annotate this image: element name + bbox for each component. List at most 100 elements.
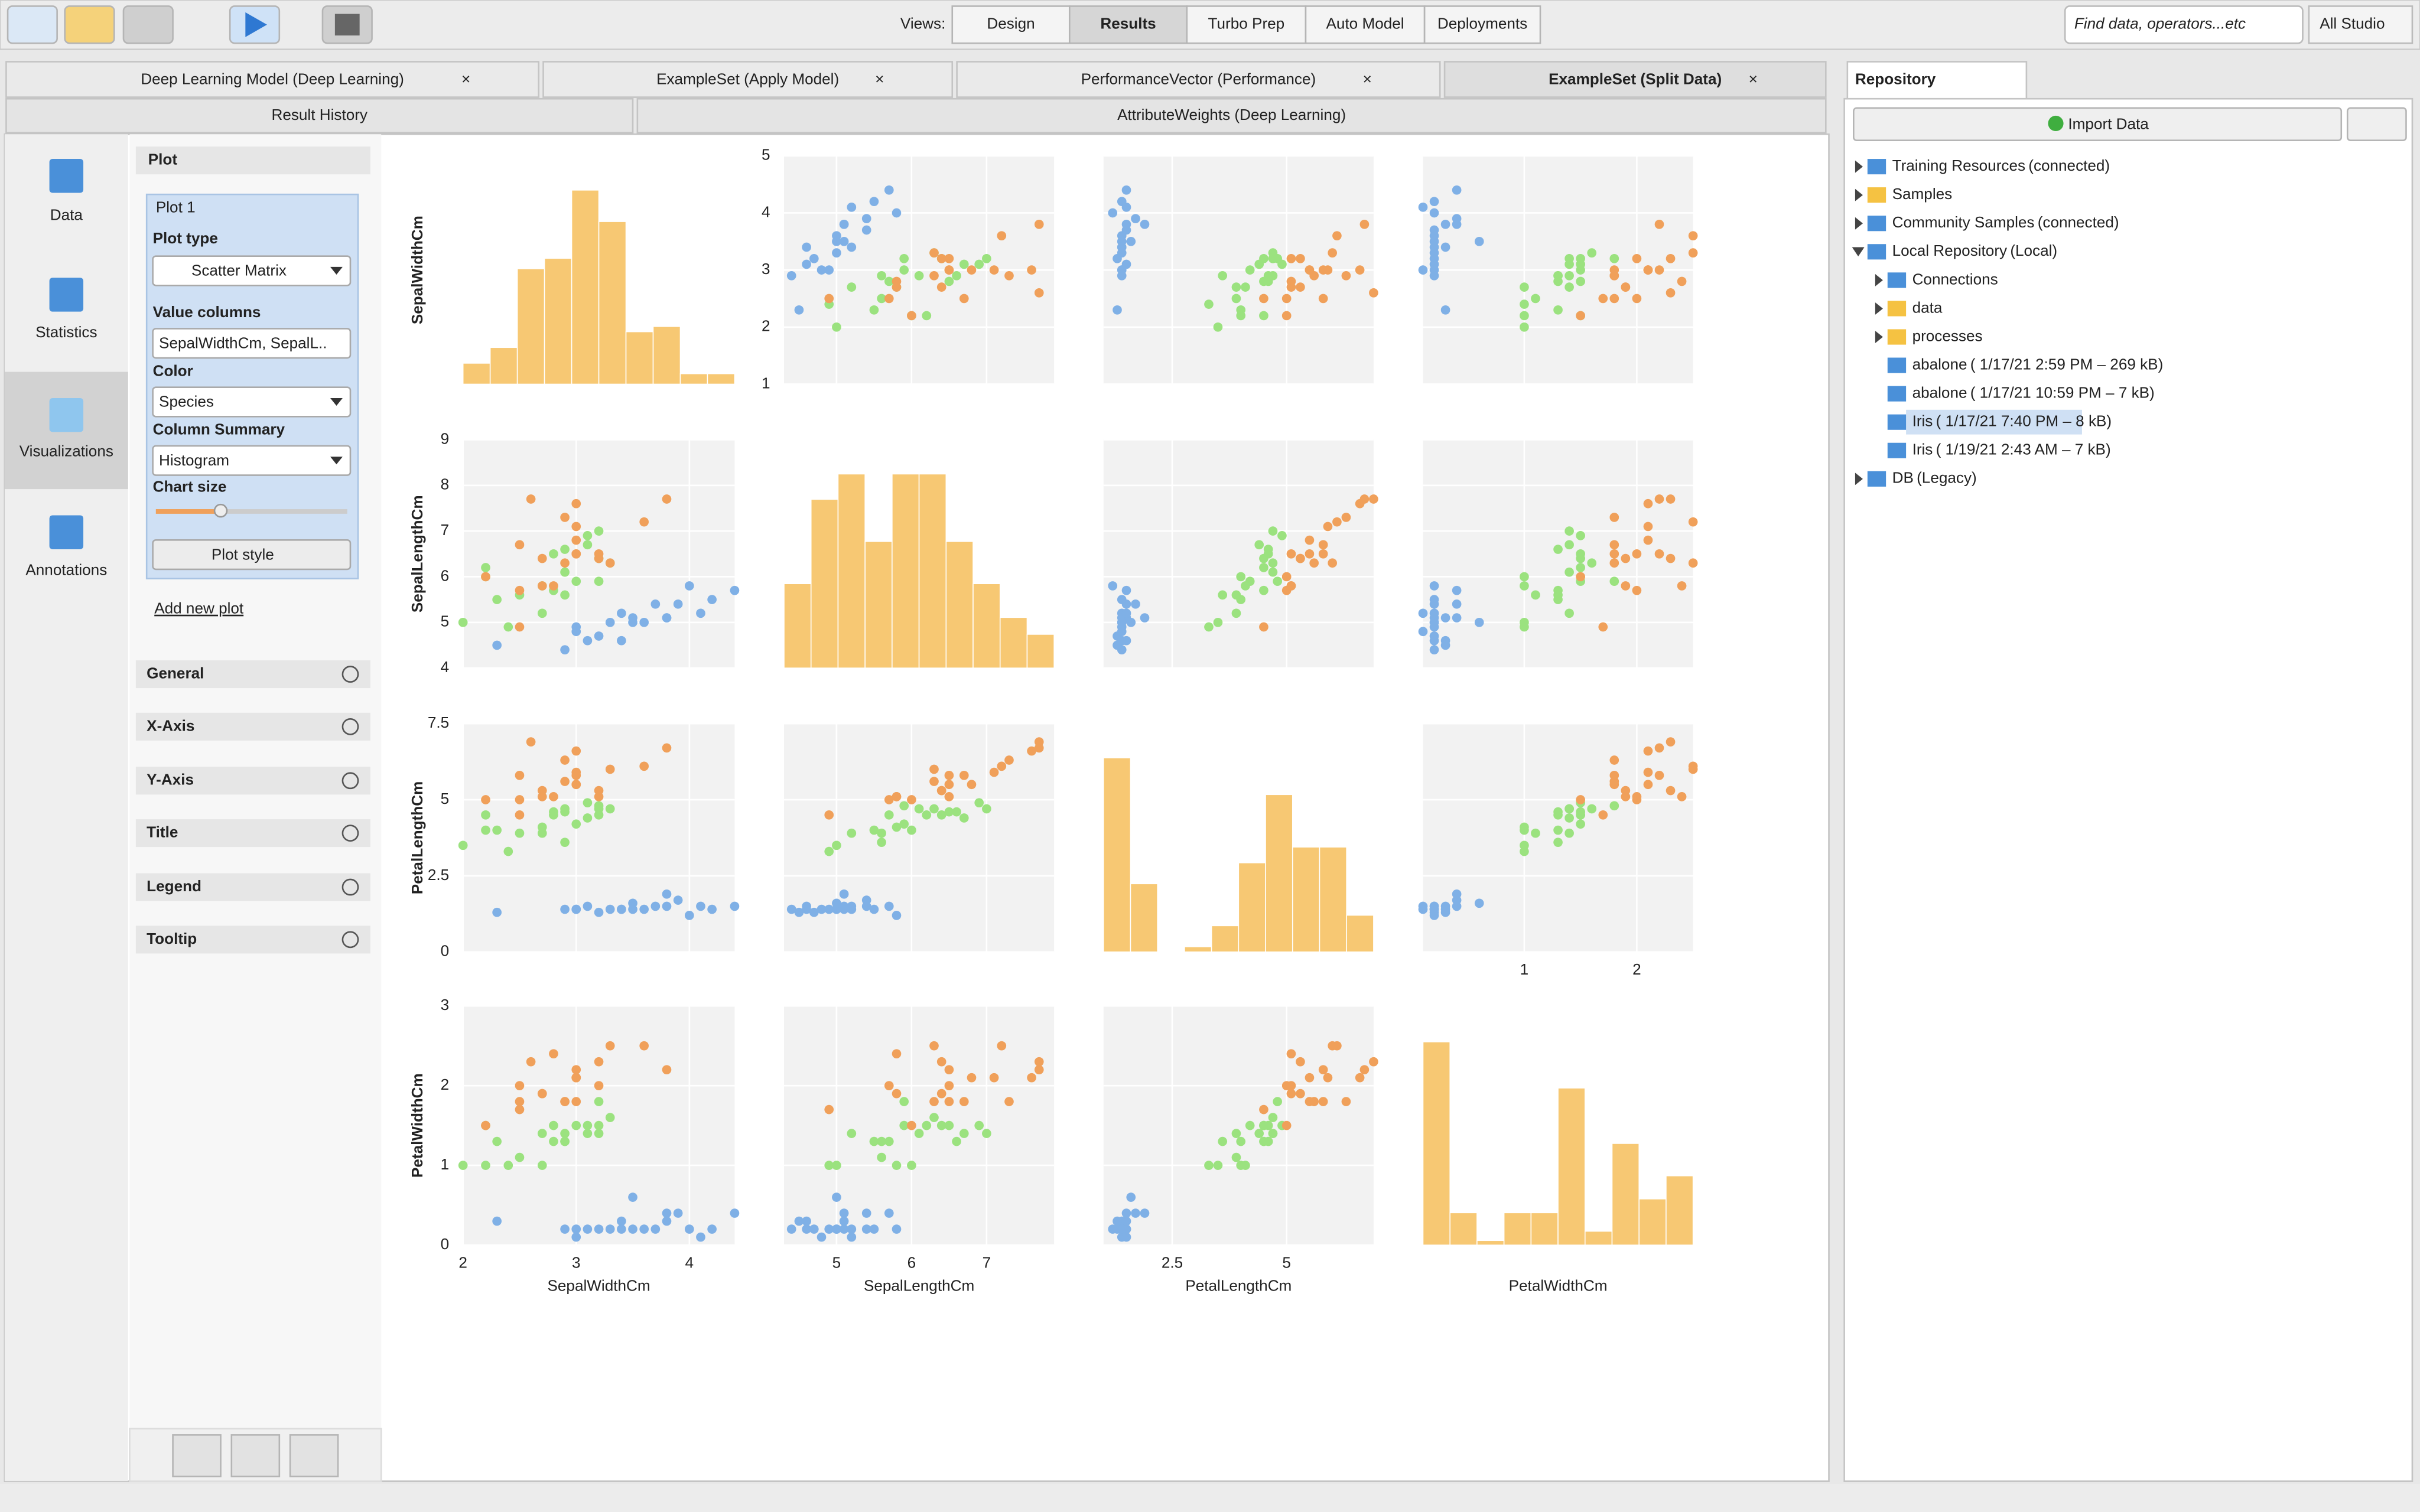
item-icon[interactable] bbox=[1867, 244, 1886, 260]
item-icon[interactable] bbox=[1887, 386, 1907, 402]
item-label[interactable]: Local Repository bbox=[1892, 242, 2007, 259]
item-icon[interactable] bbox=[1867, 471, 1886, 487]
side-nav-icon[interactable] bbox=[49, 515, 84, 549]
result-tab-label[interactable]: PerformanceVector (Performance) bbox=[1081, 70, 1316, 88]
result-tab[interactable] bbox=[956, 61, 1441, 98]
section-toggle[interactable] bbox=[341, 825, 359, 842]
view-button-label[interactable]: Deployments bbox=[1437, 15, 1527, 32]
toolbar-button[interactable] bbox=[122, 5, 174, 44]
item-icon[interactable] bbox=[1887, 301, 1907, 317]
tree-toggle[interactable] bbox=[1875, 331, 1883, 343]
field-select[interactable] bbox=[152, 328, 352, 359]
tab-close[interactable]: × bbox=[1363, 70, 1372, 88]
tree-toggle[interactable] bbox=[1855, 217, 1863, 230]
item-label[interactable]: Connections bbox=[1912, 270, 1998, 288]
tree-toggle[interactable] bbox=[1855, 472, 1863, 485]
side-nav-icon[interactable] bbox=[49, 278, 84, 312]
footer-button[interactable] bbox=[289, 1434, 339, 1478]
slider-handle[interactable] bbox=[213, 503, 228, 518]
item-label[interactable]: Iris bbox=[1912, 412, 1933, 430]
view-button-label[interactable]: Results bbox=[1100, 15, 1156, 32]
repository-tab[interactable] bbox=[1846, 61, 2028, 100]
item-label[interactable]: Training Resources bbox=[1892, 157, 2025, 174]
section-label[interactable]: Y-Axis bbox=[147, 771, 194, 788]
sub-tab-label[interactable]: Result History bbox=[271, 106, 367, 123]
repository-menu[interactable] bbox=[2346, 107, 2407, 142]
side-nav-label[interactable]: Data bbox=[50, 206, 83, 224]
section-label[interactable]: X-Axis bbox=[147, 716, 194, 734]
studio-select[interactable] bbox=[2308, 5, 2414, 44]
section-label[interactable]: Tooltip bbox=[147, 930, 197, 947]
item-icon[interactable] bbox=[1887, 414, 1907, 430]
side-nav-label[interactable]: Visualizations bbox=[19, 442, 113, 460]
item-label[interactable]: abalone bbox=[1912, 384, 1967, 402]
result-tab-label[interactable]: ExampleSet (Apply Model) bbox=[656, 70, 839, 88]
tab-close[interactable]: × bbox=[875, 70, 884, 88]
section-header[interactable] bbox=[135, 712, 370, 741]
tab-close[interactable]: × bbox=[1749, 70, 1758, 88]
item-icon[interactable] bbox=[1867, 216, 1886, 232]
sub-tab[interactable] bbox=[636, 97, 1827, 133]
footer-button[interactable] bbox=[230, 1434, 281, 1478]
section-header[interactable] bbox=[135, 767, 370, 795]
section-header[interactable] bbox=[135, 660, 370, 689]
side-nav-icon[interactable] bbox=[49, 159, 84, 193]
result-tab[interactable] bbox=[1443, 61, 1827, 98]
item-label[interactable]: data bbox=[1912, 298, 1943, 316]
view-button-label[interactable]: Design bbox=[987, 15, 1035, 32]
sub-tab[interactable] bbox=[5, 97, 634, 133]
view-button-label[interactable]: Auto Model bbox=[1326, 15, 1404, 32]
field-select[interactable] bbox=[152, 445, 352, 476]
section-label[interactable]: General bbox=[147, 664, 204, 682]
sub-tab-label[interactable]: AttributeWeights (Deep Learning) bbox=[1117, 106, 1346, 123]
section-toggle[interactable] bbox=[341, 931, 359, 949]
item-label[interactable]: abalone bbox=[1912, 355, 1967, 373]
field-value[interactable]: Species bbox=[159, 393, 214, 410]
section-label[interactable]: Title bbox=[147, 823, 178, 841]
side-nav-label[interactable]: Annotations bbox=[25, 561, 107, 578]
field-value[interactable]: Histogram bbox=[159, 451, 229, 469]
slider-track[interactable] bbox=[155, 509, 347, 514]
section-toggle[interactable] bbox=[341, 666, 359, 683]
side-nav-icon[interactable] bbox=[49, 397, 84, 432]
studio-select-label[interactable]: All Studio bbox=[2320, 15, 2385, 32]
section-toggle[interactable] bbox=[341, 718, 359, 735]
view-button[interactable] bbox=[951, 5, 1071, 44]
section-label[interactable]: Legend bbox=[147, 877, 201, 895]
field-select[interactable] bbox=[152, 255, 352, 286]
view-button[interactable] bbox=[1423, 5, 1541, 44]
section-header[interactable] bbox=[135, 819, 370, 848]
tree-toggle[interactable] bbox=[1852, 247, 1865, 257]
tree-toggle[interactable] bbox=[1875, 302, 1883, 315]
item-icon[interactable] bbox=[1887, 357, 1907, 373]
item-icon[interactable] bbox=[1887, 442, 1907, 458]
item-icon[interactable] bbox=[1887, 329, 1907, 345]
plot-style-button[interactable] bbox=[152, 539, 352, 571]
item-icon[interactable] bbox=[1887, 272, 1907, 288]
plot-style-label[interactable]: Plot style bbox=[212, 545, 274, 563]
item-label[interactable]: Iris bbox=[1912, 441, 1933, 458]
footer-button[interactable] bbox=[172, 1434, 222, 1478]
section-toggle[interactable] bbox=[341, 878, 359, 896]
result-tab-label[interactable]: ExampleSet (Split Data) bbox=[1549, 70, 1722, 88]
toolbar-button[interactable] bbox=[6, 5, 58, 44]
result-tab[interactable] bbox=[542, 61, 954, 98]
item-icon[interactable] bbox=[1867, 159, 1886, 175]
item-label[interactable]: processes bbox=[1912, 327, 1983, 344]
field-value[interactable]: SepalWidthCm, SepalL.. bbox=[159, 334, 327, 351]
view-button[interactable] bbox=[1186, 5, 1307, 44]
result-tab-label[interactable]: Deep Learning Model (Deep Learning) bbox=[141, 70, 404, 88]
tab-close[interactable]: × bbox=[461, 70, 470, 88]
section-toggle[interactable] bbox=[341, 772, 359, 790]
import-button[interactable] bbox=[1852, 107, 2343, 142]
tree-toggle[interactable] bbox=[1855, 160, 1863, 173]
item-label[interactable]: Samples bbox=[1892, 185, 1953, 203]
field-value[interactable]: Scatter Matrix bbox=[191, 262, 287, 279]
tree-toggle[interactable] bbox=[1855, 188, 1863, 201]
section-header[interactable] bbox=[135, 926, 370, 954]
section-header[interactable] bbox=[135, 873, 370, 901]
field-select[interactable] bbox=[152, 386, 352, 418]
add-plot-link[interactable]: Add new plot bbox=[154, 599, 244, 617]
import-label[interactable]: Import Data bbox=[2068, 115, 2149, 132]
item-icon[interactable] bbox=[1867, 187, 1886, 203]
